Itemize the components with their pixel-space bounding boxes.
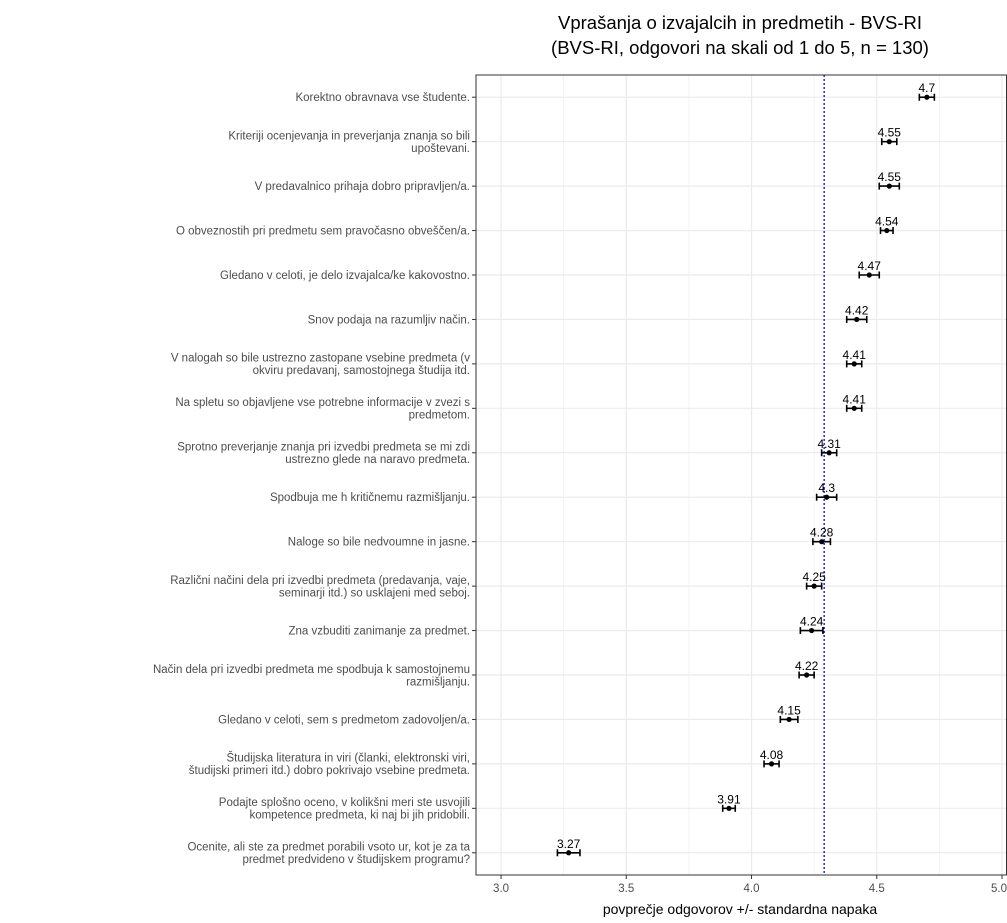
category-label: Študijska literatura in viri (članki, el… xyxy=(227,752,471,765)
category-label: upoštevani. xyxy=(411,143,470,155)
chart-subtitle: (BVS-RI, odgovori na skali od 1 do 5, n … xyxy=(551,37,929,58)
data-label: 4.25 xyxy=(802,570,826,584)
data-label: 4.7 xyxy=(919,81,936,95)
data-label: 4.22 xyxy=(795,659,819,673)
data-point xyxy=(851,361,857,367)
x-tick-label: 5.0 xyxy=(991,883,1007,895)
category-label: kompetence predmeta, ki naj bi jih prido… xyxy=(249,810,470,822)
data-point xyxy=(809,627,815,634)
category-label: Naloge so bile nedvoumne in jasne. xyxy=(288,537,470,549)
data-label: 4.3 xyxy=(818,481,835,495)
data-point xyxy=(819,539,825,545)
panel-border xyxy=(475,74,1007,876)
category-label: V predavalnico prihaja dobro pripravljen… xyxy=(255,181,470,193)
category-label: O obveznostih pri predmetu sem pravočasn… xyxy=(176,226,470,238)
category-label: razmišljanju. xyxy=(406,676,470,688)
x-tick-label: 3.5 xyxy=(618,883,634,895)
category-label: Zna vzbuditi zanimanje za predmet. xyxy=(288,626,470,638)
data-label: 4.47 xyxy=(858,259,882,273)
data-label: 4.42 xyxy=(845,303,869,317)
data-label: 3.91 xyxy=(717,792,741,806)
category-label: Kriteriji ocenjevanja in preverjanja zna… xyxy=(228,130,470,142)
x-tick-label: 3.0 xyxy=(493,883,509,895)
category-label: ustrezno glede na naravo predmeta. xyxy=(285,454,470,466)
data-point xyxy=(768,761,775,767)
data-point xyxy=(804,672,810,678)
data-point xyxy=(826,450,832,456)
x-tick-label: 4.5 xyxy=(869,883,885,895)
data-point xyxy=(566,850,572,856)
data-point xyxy=(726,805,732,811)
category-label: Gledano v celoti, je delo izvajalca/ke k… xyxy=(220,270,470,282)
x-tick-label: 4.0 xyxy=(744,883,760,895)
category-label: V nalogah so bile ustrezno zastopane vse… xyxy=(171,353,470,365)
data-point xyxy=(854,316,860,323)
data-label: 4.55 xyxy=(878,126,902,140)
category-label: Sprotno preverjanje znanja pri izvedbi p… xyxy=(177,442,470,454)
data-label: 4.24 xyxy=(800,615,824,629)
category-label: Na spletu so objavljene vse potrebne inf… xyxy=(175,397,470,409)
grid xyxy=(476,75,1007,875)
data-point xyxy=(866,272,872,278)
data-label: 4.55 xyxy=(878,170,902,184)
data-label: 4.28 xyxy=(810,526,834,540)
data-point xyxy=(886,183,892,189)
data-label: 4.31 xyxy=(817,437,841,451)
data-point xyxy=(884,227,890,234)
category-label: Korektno obravnava vse študente. xyxy=(295,92,470,104)
data-label: 4.41 xyxy=(843,392,867,406)
category-label: Gledano v celoti, sem s predmetom zadovo… xyxy=(218,714,470,726)
x-axis-ticks: 3.0 3.5 4.0 4.5 5.0 xyxy=(493,875,1007,895)
category-label: Različni načini dela pri izvedbi predmet… xyxy=(170,575,470,587)
data-label: 4.54 xyxy=(875,215,899,229)
category-label: Ocenite, ali ste za predmet porabili vso… xyxy=(187,842,470,854)
category-label: Snov podaja na razumljiv način. xyxy=(308,314,470,326)
data-point xyxy=(924,94,930,100)
category-label: Način dela pri izvedbi predmeta me spodb… xyxy=(153,664,470,676)
category-label: predmetom. xyxy=(409,410,470,422)
data-point xyxy=(851,405,857,411)
category-label: Podajte splošno oceno, v kolikšni meri s… xyxy=(219,797,470,809)
data-point xyxy=(824,494,830,500)
data-label: 4.08 xyxy=(760,748,784,762)
category-label: študijski primeri itd.) dobro pokrivajo … xyxy=(189,765,470,777)
category-label: predmet predvideno v študijskem programu… xyxy=(242,854,470,866)
data-label: 4.15 xyxy=(777,703,801,717)
y-axis-labels: Korektno obravnava vse študente. Kriterij… xyxy=(153,92,476,866)
category-label: Spodbuja me h kritičnemu razmišljanju. xyxy=(270,492,470,504)
category-label: seminarji itd.) so usklajeni med seboj. xyxy=(279,587,470,599)
data-point xyxy=(811,583,817,589)
data-point xyxy=(786,716,792,723)
data-marks: 4.7 4.55 4.55 4.54 4.47 4.42 4.41 4.41 4.31 4.3 4.… xyxy=(556,81,936,857)
data-label: 3.27 xyxy=(557,837,581,851)
data-point xyxy=(886,139,892,145)
chart-title: Vprašanja o izvajalcih in predmetih - BV… xyxy=(558,12,922,33)
data-label: 4.41 xyxy=(843,348,867,362)
x-axis-label: povprečje odgovorov +/- standardna napak… xyxy=(603,901,878,917)
category-label: okviru predavanj, samostojnega študija i… xyxy=(253,365,470,377)
